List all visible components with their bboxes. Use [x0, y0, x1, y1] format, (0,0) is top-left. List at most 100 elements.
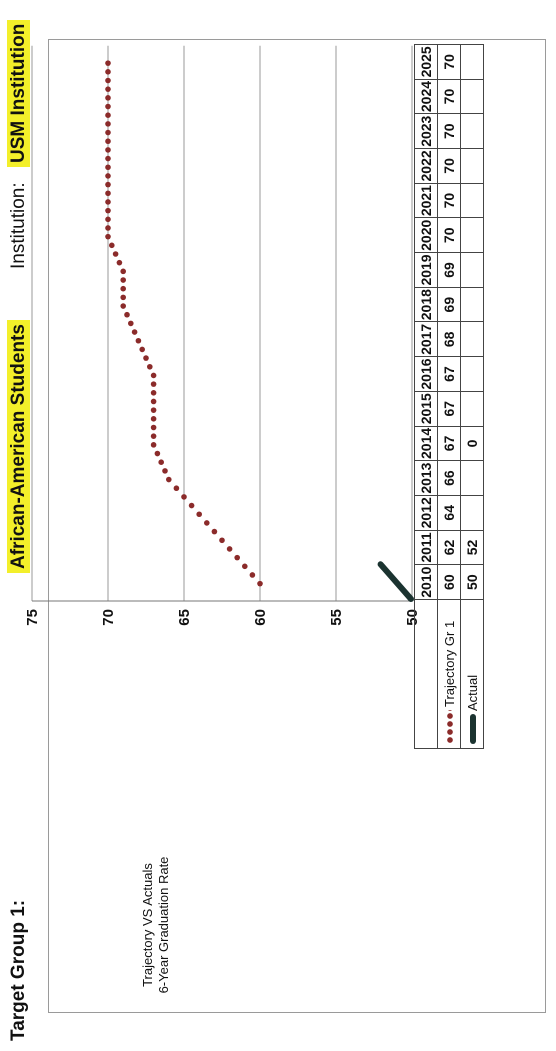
- trajectory-dot: [105, 77, 111, 84]
- trajectory-dot: [105, 147, 111, 153]
- trajectory-dot: [196, 511, 202, 518]
- trajectory-dot: [143, 355, 149, 361]
- actual-row-cell: [460, 322, 484, 357]
- year-row-cell: 2015: [414, 391, 438, 427]
- y-tick-label: 60: [252, 609, 269, 626]
- year-row: 2010 2011 2012 2013 2014 2015 2016 2017 2018 2019…: [414, 44, 438, 749]
- legend-trajectory-label: Trajectory Gr 1: [441, 620, 457, 707]
- actual-row-cell: [460, 356, 484, 392]
- trajectory-dot: [120, 277, 126, 283]
- trajectory-row-cell: 70: [437, 79, 461, 114]
- legend-trajectory-swatch: [446, 710, 455, 744]
- year-row-cell: 2023: [414, 113, 438, 149]
- trajectory-dot: [120, 303, 126, 309]
- actual-row-cell: [460, 148, 484, 184]
- trajectory-dot: [120, 268, 126, 275]
- trajectory-dot: [150, 433, 157, 439]
- trajectory-dot: [150, 381, 157, 387]
- trajectory-dot: [150, 398, 157, 405]
- year-row-header: [414, 599, 438, 749]
- trajectory-dot: [105, 207, 111, 214]
- actual-row-cell: 0: [460, 426, 484, 461]
- trajectory-dot: [249, 572, 256, 578]
- actual-line: [377, 561, 414, 602]
- trajectory-row-cell: 66: [437, 460, 461, 496]
- trajectory-dot: [131, 329, 138, 335]
- trajectory-dot: [109, 242, 115, 249]
- trajectory-dot: [105, 138, 111, 145]
- trajectory-dot: [226, 546, 233, 552]
- trajectory-dot: [242, 563, 248, 570]
- year-row-cell: 2017: [414, 322, 438, 357]
- trajectory-dot: [105, 112, 111, 118]
- trajectory-dot: [105, 190, 111, 197]
- actual-row-cell: [460, 183, 484, 218]
- actual-row-header: Actual: [460, 599, 484, 749]
- trajectory-dot: [105, 181, 111, 188]
- legend-actual-label: Actual: [464, 674, 480, 711]
- trajectory-dot: [150, 416, 157, 422]
- trajectory-row-cell: 69: [437, 252, 461, 288]
- trajectory-row-header: Trajectory Gr 1: [437, 599, 461, 749]
- trajectory-dot: [105, 173, 111, 179]
- actual-row-cell: 50: [460, 564, 484, 600]
- trajectory-dot: [219, 537, 225, 544]
- actual-row-cell: [460, 252, 484, 288]
- trajectory-dot: [105, 225, 111, 231]
- y-tick-label: 75: [24, 609, 41, 626]
- trajectory-dot: [158, 459, 164, 465]
- data-table: 2010 2011 2012 2013 2014 2015 2016 2017 2018 2019…: [414, 44, 484, 749]
- year-row-cell: 2012: [414, 495, 438, 531]
- trajectory-dot: [139, 346, 145, 353]
- trajectory-row-cell: 67: [437, 391, 461, 427]
- legend-actual-swatch: [470, 714, 477, 744]
- trajectory-dot: [105, 60, 111, 66]
- trajectory-dot: [105, 103, 111, 110]
- year-row-cell: 2020: [414, 217, 438, 253]
- trajectory-dot: [105, 129, 111, 136]
- actual-row-cell: [460, 113, 484, 149]
- actual-row-cell: [460, 391, 484, 427]
- trajectory-dot: [150, 389, 157, 396]
- year-row-cell: 2025: [414, 44, 438, 80]
- trajectory-dot: [120, 294, 126, 301]
- trajectory-row-cell: 67: [437, 356, 461, 392]
- actual-row-cell: [460, 460, 484, 496]
- year-row-cell: 2011: [414, 530, 438, 565]
- trajectory-row-cell: 64: [437, 495, 461, 531]
- trajectory-dot: [188, 502, 195, 509]
- trajectory-row-cell: 70: [437, 113, 461, 149]
- y-tick-label: 55: [328, 609, 345, 626]
- trajectory-dot: [105, 199, 111, 205]
- actual-row-cell: [460, 44, 484, 80]
- year-row-cell: 2021: [414, 183, 438, 218]
- actual-row-cell: [460, 217, 484, 253]
- trajectory-row-cell: 70: [437, 217, 461, 253]
- trajectory-dot: [150, 372, 157, 379]
- trajectory-dot: [204, 520, 210, 526]
- trajectory-dot: [105, 95, 111, 101]
- year-row-cell: 2014: [414, 426, 438, 461]
- trajectory-dot: [173, 485, 180, 492]
- trajectory-row-cell: 68: [437, 322, 461, 357]
- trajectory-dot: [147, 363, 153, 370]
- trajectory-row-cell: 60: [437, 564, 461, 600]
- trajectory-dot: [105, 155, 111, 162]
- trajectory-dot: [105, 164, 111, 171]
- year-row-cell: 2018: [414, 287, 438, 322]
- trajectory-row-cell: 69: [437, 287, 461, 322]
- trajectory-dot: [105, 233, 111, 240]
- actual-row-cell: [460, 495, 484, 531]
- trajectory-dot: [105, 69, 111, 75]
- trajectory-dot: [181, 494, 187, 500]
- trajectory-dot: [120, 285, 126, 292]
- actual-row-cell: 52: [460, 530, 484, 565]
- trajectory-dot: [105, 121, 111, 127]
- trajectory-dot: [150, 407, 157, 413]
- year-row-cell: 2013: [414, 460, 438, 496]
- trajectory-dot: [211, 528, 218, 535]
- trajectory-row: Trajectory Gr 1 60 62 64 66 67 67 67 68 69 69 70 70 7…: [437, 44, 461, 749]
- trajectory-row-cell: 62: [437, 530, 461, 565]
